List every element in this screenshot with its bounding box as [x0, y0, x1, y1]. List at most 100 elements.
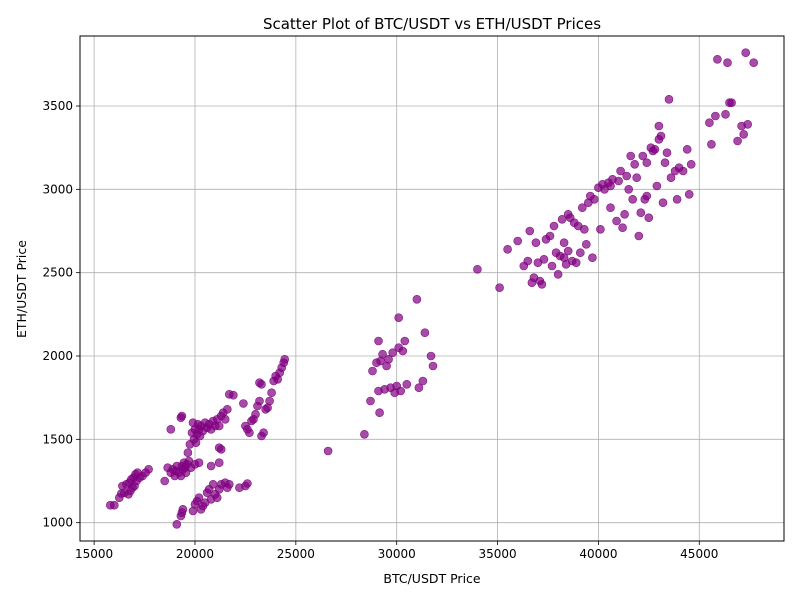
data-point — [664, 95, 674, 104]
data-point — [183, 448, 193, 458]
data-point — [563, 246, 573, 256]
data-point — [705, 118, 714, 127]
data-point — [650, 145, 660, 154]
data-point — [374, 336, 383, 346]
data-point — [579, 225, 589, 234]
data-point — [402, 379, 412, 389]
data-point — [654, 121, 664, 131]
y-axis-ticks: 1000 1500 2000 2500 3000 3500 — [42, 99, 80, 530]
data-point — [721, 110, 730, 119]
data-point — [375, 408, 384, 418]
data-point — [616, 166, 625, 176]
data-point — [223, 404, 232, 414]
data-point — [420, 328, 430, 338]
data-point — [632, 173, 642, 182]
data-point — [323, 446, 333, 456]
data-point — [634, 231, 644, 241]
data-point — [626, 151, 636, 161]
data-point — [638, 151, 648, 161]
data-point — [711, 111, 720, 121]
data-point — [727, 98, 736, 107]
data-point — [590, 195, 599, 204]
y-tick-label: 1000 — [42, 516, 73, 530]
y-tick-label: 2500 — [42, 266, 73, 280]
data-point — [618, 223, 627, 232]
data-point — [245, 428, 254, 438]
data-point — [559, 238, 569, 247]
data-point — [660, 158, 670, 167]
data-point — [642, 158, 652, 167]
data-point — [414, 383, 424, 393]
data-point — [531, 238, 541, 247]
x-tick-label: 30000 — [378, 547, 416, 561]
x-tick-label: 35000 — [478, 547, 516, 561]
data-point — [581, 240, 591, 249]
data-point — [495, 283, 504, 293]
data-point — [220, 414, 230, 424]
data-point — [255, 396, 264, 406]
y-tick-label: 1500 — [42, 432, 73, 446]
data-point — [503, 245, 512, 254]
data-point — [144, 464, 153, 474]
data-point — [630, 160, 640, 169]
data-point — [243, 479, 252, 488]
data-point — [662, 148, 672, 157]
data-point — [259, 428, 268, 438]
data-point — [571, 258, 581, 268]
data-point — [684, 190, 694, 199]
data-point — [368, 366, 377, 376]
data-point — [216, 444, 226, 454]
y-axis-label: ETH/USDT Price — [14, 240, 29, 338]
data-point — [741, 48, 751, 58]
data-point — [723, 58, 732, 68]
data-point — [713, 54, 722, 64]
data-point — [280, 354, 290, 364]
data-point — [686, 160, 696, 169]
data-point — [739, 130, 749, 139]
data-point — [267, 388, 276, 398]
x-tick-label: 45000 — [680, 547, 718, 561]
data-point — [384, 354, 393, 364]
data-point — [628, 195, 638, 204]
data-point — [388, 348, 398, 358]
data-point — [577, 203, 587, 212]
data-point — [257, 379, 266, 389]
data-point — [678, 166, 688, 176]
data-point — [378, 349, 387, 359]
data-point — [178, 504, 188, 514]
data-point — [398, 346, 408, 356]
data-point — [229, 390, 238, 400]
data-point — [606, 181, 615, 191]
data-point — [265, 396, 274, 406]
data-point — [525, 226, 535, 236]
data-point — [644, 213, 654, 222]
x-tick-label: 40000 — [579, 547, 617, 561]
data-point — [682, 145, 692, 154]
data-point — [612, 216, 621, 226]
data-points — [106, 48, 759, 529]
data-point — [360, 429, 369, 439]
data-point — [620, 210, 629, 219]
data-point — [588, 253, 597, 263]
data-point — [537, 279, 547, 289]
data-point — [666, 173, 676, 182]
data-point — [549, 221, 559, 231]
data-point — [473, 264, 482, 274]
data-point — [214, 458, 224, 468]
data-point — [733, 136, 742, 146]
data-point — [553, 269, 563, 279]
data-point — [194, 458, 204, 468]
data-point — [547, 261, 557, 271]
data-point — [396, 386, 406, 396]
data-point — [672, 195, 682, 204]
data-point — [624, 185, 634, 194]
data-point — [214, 421, 224, 431]
y-tick-label: 3000 — [42, 182, 73, 196]
data-point — [575, 248, 585, 257]
x-axis-label: BTC/USDT Price — [383, 571, 481, 586]
plot-frame — [79, 35, 785, 542]
data-point — [239, 399, 248, 408]
data-point — [191, 438, 201, 448]
